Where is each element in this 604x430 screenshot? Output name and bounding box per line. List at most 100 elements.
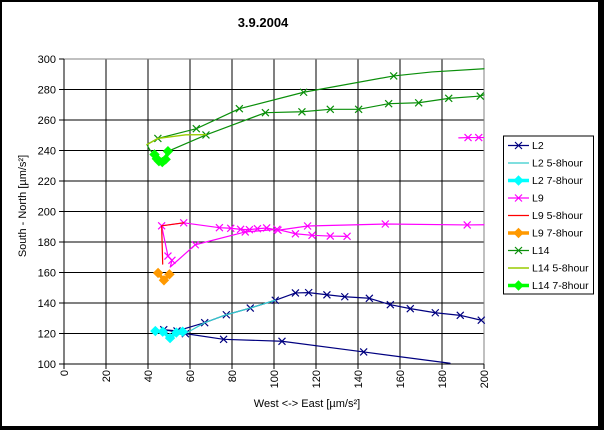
x-marker [219, 335, 228, 344]
y-tick-label: 140 [38, 298, 56, 310]
y-tick-label: 120 [38, 329, 56, 341]
x-marker [245, 225, 254, 234]
diamond-marker [149, 149, 160, 160]
diamond-marker [158, 275, 170, 286]
y-tick-label: 180 [38, 237, 56, 249]
x-marker [354, 105, 363, 114]
series-l9-5-8hour [161, 222, 185, 265]
x-marker [406, 304, 415, 313]
x-tick-label: 100 [269, 370, 281, 388]
x-marker [381, 220, 390, 228]
x-marker [414, 98, 423, 107]
x-marker [308, 231, 316, 240]
diamond-marker [513, 280, 524, 291]
x-marker [304, 288, 313, 297]
diamond-marker [162, 146, 174, 157]
x-marker [192, 124, 201, 133]
legend-label: L9 7-8hour [532, 228, 583, 240]
diamond-marker [513, 175, 524, 186]
diamond-marker [150, 325, 161, 337]
x-marker [389, 72, 398, 80]
series-l9-7-8hour [152, 267, 175, 286]
legend-item-l2-7-8hour: L2 7-8hour [508, 175, 583, 187]
diamond-marker [152, 267, 164, 279]
series-line [146, 68, 485, 163]
x-marker [456, 311, 465, 320]
series-line [161, 222, 485, 231]
y-tick-label: 160 [38, 268, 56, 280]
y-tick-label: 280 [38, 85, 56, 97]
legend-item-l14-7-8hour: L14 7-8hour [508, 280, 589, 292]
series-line [146, 133, 207, 146]
x-marker [261, 108, 270, 117]
x-marker [298, 107, 306, 116]
y-tick-label: 240 [38, 146, 56, 158]
legend: L2 L2 5-8hour L2 7-8hour L9 L9 5-8hour L9 7-8… [503, 135, 594, 295]
x-marker [241, 228, 250, 236]
legend-label: L2 5-8hour [532, 158, 583, 170]
x-marker [444, 94, 453, 103]
legend-item-l2-5-8hour: L2 5-8hour [508, 158, 583, 170]
x-marker [326, 232, 335, 240]
series-l14-7-8hour [149, 146, 174, 168]
diamond-marker [513, 227, 524, 239]
x-marker [514, 246, 523, 255]
x-tick-label: 200 [479, 370, 491, 388]
x-marker [386, 300, 395, 309]
x-marker [191, 240, 200, 249]
legend-label: L2 7-8hour [532, 175, 583, 187]
x-axis-title: West <-> East [µm/s²] [254, 398, 360, 410]
x-marker [273, 225, 281, 234]
x-marker [477, 316, 486, 325]
x-marker [326, 105, 335, 114]
legend-item-l2: L2 [508, 140, 544, 152]
x-marker [253, 224, 262, 233]
legend-item-l14-5-8hour: L14 5-8hour [508, 263, 589, 275]
legend-label: L14 [532, 245, 550, 257]
legend-label: L2 [532, 140, 544, 152]
x-marker [343, 232, 352, 241]
x-marker [514, 194, 523, 202]
legend-item-l9-7-8hour: L9 7-8hour [508, 228, 583, 240]
x-marker [514, 141, 523, 150]
diamond-marker [177, 326, 188, 337]
x-marker [215, 223, 224, 232]
y-tick-label: 220 [38, 176, 56, 188]
legend-label: L14 7-8hour [532, 280, 589, 292]
x-marker [226, 224, 235, 233]
legend-label: L14 5-8hour [532, 263, 589, 275]
legend-label: L9 5-8hour [532, 210, 583, 222]
x-marker [431, 308, 440, 317]
x-marker [291, 289, 300, 297]
legend-item-l9: L9 [508, 193, 544, 205]
series-l2 [159, 288, 486, 364]
x-tick-label: 20 [101, 370, 113, 382]
y-tick-label: 100 [38, 359, 56, 371]
diamond-marker [164, 269, 175, 280]
x-tick-label: 80 [227, 370, 239, 382]
x-marker [299, 88, 308, 97]
y-tick-label: 260 [38, 115, 56, 127]
y-tick-label: 300 [38, 54, 56, 66]
diamond-marker [164, 332, 176, 344]
chart-canvas: 3.9.2004 100 120 140 160 180 200 220 240 260 280 3… [17, 15, 594, 410]
x-marker [365, 294, 374, 303]
series-l2-5-8hour [184, 299, 276, 335]
x-tick-label: 60 [185, 370, 197, 382]
y-tick-label: 200 [38, 207, 56, 219]
x-tick-label: 40 [143, 370, 155, 382]
series-l14 [146, 68, 485, 163]
x-tick-label: 140 [353, 370, 365, 388]
series-line [184, 299, 276, 335]
x-marker [463, 220, 472, 229]
legend-item-l14: L14 [508, 245, 550, 257]
x-tick-label: 120 [311, 370, 323, 388]
x-marker [303, 222, 312, 230]
x-marker [278, 337, 286, 346]
x-tick-label: 180 [437, 370, 449, 388]
x-marker [474, 133, 483, 142]
legend-label: L9 [532, 193, 544, 205]
chart-title: 3.9.2004 [238, 15, 289, 30]
x-tick-label: 160 [395, 370, 407, 388]
axes-lines [59, 58, 485, 369]
